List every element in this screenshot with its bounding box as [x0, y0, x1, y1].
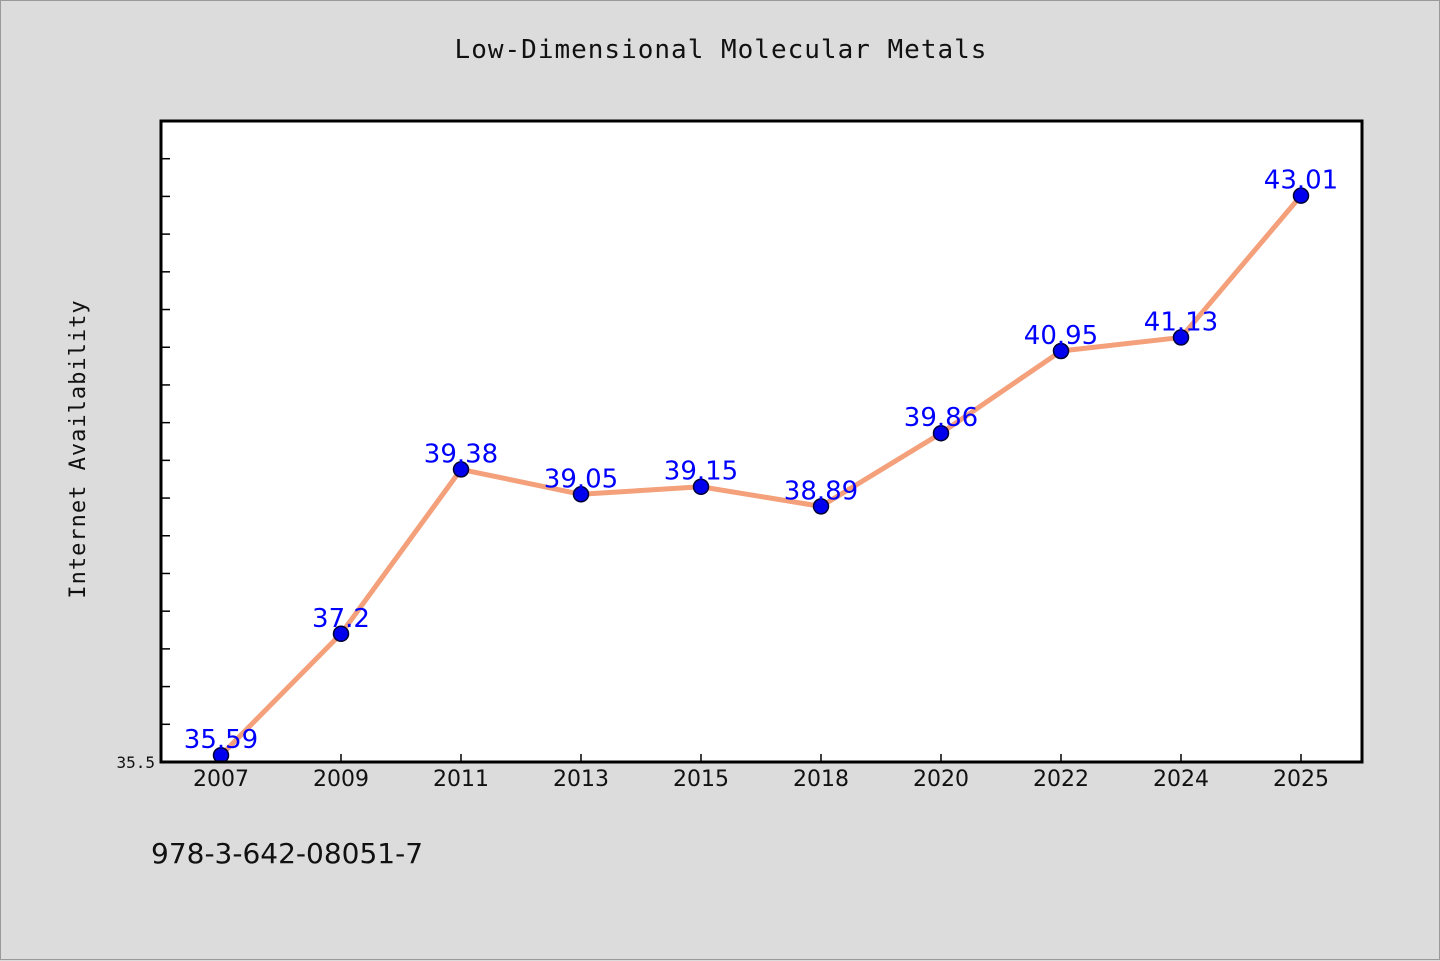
data-label: 38.89 — [784, 476, 858, 506]
x-tick-label: 2007 — [193, 767, 249, 792]
x-tick-label: 2025 — [1273, 767, 1329, 792]
data-label: 40.95 — [1024, 321, 1098, 351]
data-point — [452, 461, 470, 478]
data-label: 39.38 — [424, 439, 498, 469]
x-tick-label: 2009 — [313, 767, 369, 792]
data-point — [332, 625, 350, 643]
data-label: 37.2 — [312, 604, 370, 634]
data-point — [1172, 329, 1190, 346]
data-point — [812, 498, 830, 515]
data-label: 39.15 — [664, 457, 738, 487]
data-label: 43.01 — [1264, 166, 1338, 196]
data-point — [692, 478, 710, 495]
data-label: 39.86 — [904, 403, 978, 433]
x-tick-label: 2015 — [673, 767, 729, 792]
data-label: 39.05 — [544, 464, 618, 494]
data-label: 35.59 — [184, 725, 258, 755]
footer-isbn: 978-3-642-08051-7 — [151, 837, 424, 870]
data-labels: 35.59 37.2 39.38 39.05 39.15 38.89 39.86 40.95 4… — [184, 166, 1338, 756]
x-tick-label: 2020 — [913, 767, 969, 792]
series-line — [218, 193, 1304, 758]
x-tick-label: 2011 — [433, 767, 489, 792]
data-point — [1052, 342, 1070, 360]
y-axis-label: Internet Availability — [66, 299, 91, 598]
x-tick-label: 2022 — [1033, 767, 1089, 792]
data-point — [932, 424, 950, 442]
plot-frame — [159, 119, 1364, 764]
x-tick-label: 2024 — [1153, 767, 1209, 792]
x-tick-label: 2018 — [793, 767, 849, 792]
data-point — [1292, 187, 1310, 204]
plot-area — [161, 121, 1362, 762]
data-point — [572, 486, 590, 503]
x-tick-label: 2013 — [553, 767, 609, 792]
data-label: 41.13 — [1144, 307, 1218, 337]
y-tick-label: 35.5 — [116, 753, 155, 772]
chart-title: Low-Dimensional Molecular Metals — [454, 35, 988, 65]
series-markers — [212, 187, 1310, 764]
